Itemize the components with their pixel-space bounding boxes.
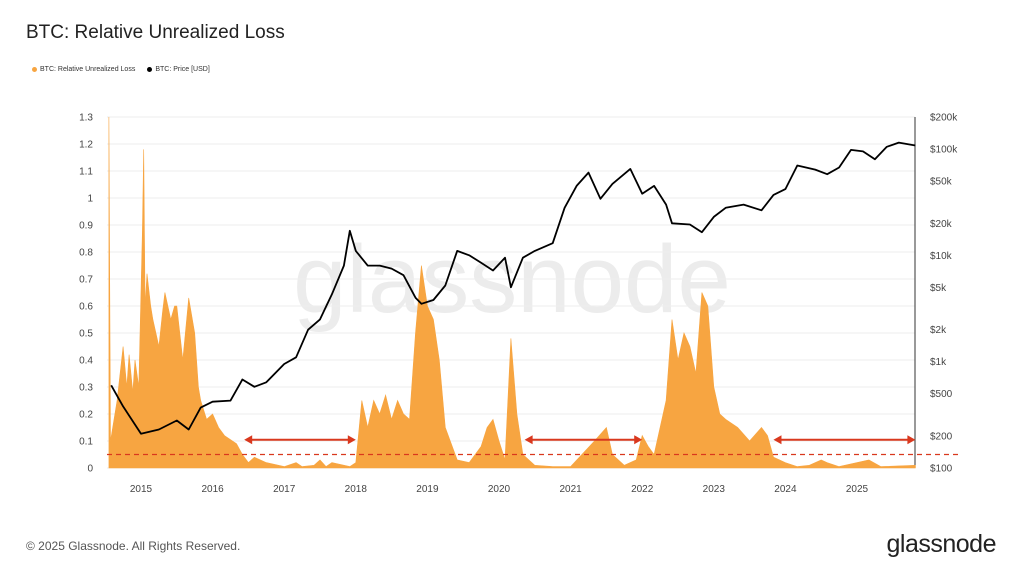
y-left-tick-label: 0.3 [79, 383, 93, 394]
y-right-tick-label: $10k [930, 251, 953, 262]
arrow-head-right-icon [907, 435, 916, 445]
y-left-tick-label: 0.7 [79, 275, 93, 286]
legend-item-price[interactable]: BTC: Price [USD] [147, 66, 210, 73]
y-right-tick-label: $5k [930, 283, 947, 294]
y-right-tick-label: $200k [930, 113, 958, 124]
y-right-tick-label: $500 [930, 389, 953, 400]
arrow-head-right-icon [634, 435, 643, 445]
legend-item-loss[interactable]: BTC: Relative Unrealized Loss [32, 66, 135, 73]
glassnode-logo: glassnode [886, 530, 997, 558]
y-right-tick-label: $2k [930, 325, 947, 336]
chart-title: BTC: Relative Unrealized Loss [26, 22, 285, 43]
x-tick-label: 2023 [703, 484, 726, 495]
copyright: © 2025 Glassnode. All Rights Reserved. [26, 539, 241, 553]
x-tick-label: 2017 [273, 484, 296, 495]
legend-label: BTC: Price [USD] [155, 66, 210, 73]
legend-label: BTC: Relative Unrealized Loss [40, 66, 136, 73]
y-left-tick-label: 0.4 [79, 356, 93, 367]
x-tick-label: 2022 [631, 484, 654, 495]
legend: BTC: Relative Unrealized Loss BTC: Price… [32, 66, 210, 73]
y-left-tick-label: 0.2 [79, 410, 93, 421]
legend-dot-icon [147, 67, 153, 72]
y-left-tick-label: 0.1 [79, 437, 93, 448]
arrow-head-left-icon [244, 435, 253, 445]
y-left-tick-label: 0.8 [79, 248, 93, 259]
y-right-tick-label: $20k [930, 219, 953, 230]
y-left-tick-label: 1.2 [79, 140, 93, 151]
arrow-head-right-icon [347, 435, 356, 445]
y-left-tick-label: 0.5 [79, 329, 93, 340]
y-right-tick-label: $100 [930, 464, 953, 475]
x-tick-label: 2025 [846, 484, 869, 495]
legend-dot-icon [32, 67, 37, 72]
y-left-tick-label: 0 [87, 464, 93, 475]
price-line [110, 141, 916, 435]
y-left-tick-label: 1 [87, 194, 93, 205]
y-right-tick-label: $100k [930, 145, 958, 156]
loss-area [108, 116, 916, 469]
y-left-tick-label: 0.6 [79, 302, 93, 313]
x-tick-label: 2021 [559, 484, 582, 495]
y-left-tick-label: 1.3 [79, 113, 93, 124]
x-tick-label: 2016 [201, 484, 224, 495]
x-tick-label: 2024 [774, 484, 797, 495]
y-left-tick-label: 0.9 [79, 221, 93, 232]
arrow-head-left-icon [773, 435, 782, 445]
x-tick-label: 2015 [130, 484, 153, 495]
x-tick-label: 2019 [416, 484, 439, 495]
y-left-tick-label: 1.1 [79, 167, 93, 178]
y-right-tick-label: $50k [930, 177, 953, 188]
y-right-tick-label: $200 [930, 431, 953, 442]
x-tick-label: 2018 [345, 484, 368, 495]
arrow-head-left-icon [524, 435, 533, 445]
x-tick-label: 2020 [488, 484, 511, 495]
y-right-tick-label: $1k [930, 357, 947, 368]
